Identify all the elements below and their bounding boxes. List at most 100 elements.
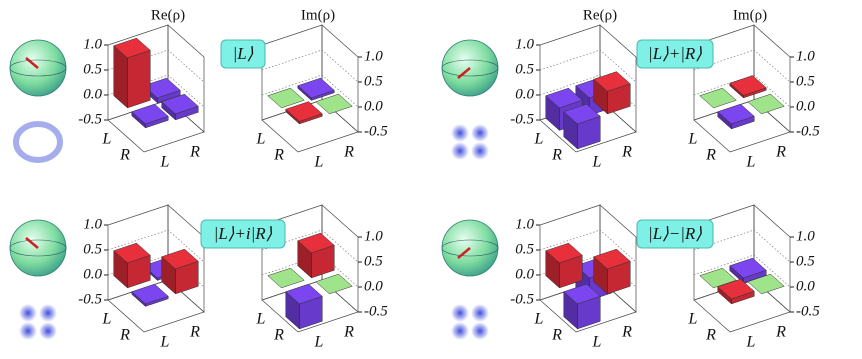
shade: [299, 296, 323, 329]
grid-line: [693, 229, 791, 263]
state-box: [636, 219, 714, 249]
bar-top: [729, 75, 767, 96]
shade: [545, 95, 560, 131]
row-label: L: [102, 131, 112, 148]
z-tick-label: 0.5: [796, 73, 815, 89]
bar: [131, 103, 169, 129]
grid-line: [261, 204, 359, 238]
z-tick-label: 0.0: [515, 266, 534, 282]
row-label: R: [273, 147, 284, 164]
bar-top: [113, 242, 151, 264]
grid-line: [539, 49, 637, 83]
beam-spot: [471, 124, 489, 142]
shade: [161, 101, 176, 120]
beam: [13, 121, 63, 163]
bar-top: [545, 242, 583, 264]
bar-top: [131, 283, 169, 305]
bar: [297, 232, 335, 279]
bar: [729, 257, 767, 284]
grid-line: [693, 24, 791, 58]
chart-title: Im(ρ): [301, 7, 335, 23]
chart-title: Re(ρ): [583, 7, 617, 23]
state-arrow: [25, 57, 39, 69]
bar-top: [131, 103, 169, 125]
z-tick-label: 1.0: [796, 48, 815, 64]
row-label: L: [102, 311, 112, 328]
z-tick-label: 0.0: [796, 278, 815, 294]
beam-spot: [471, 322, 489, 340]
beam-spot: [451, 142, 469, 160]
chart-title: Re(ρ): [151, 7, 185, 23]
row-label: R: [273, 327, 284, 344]
wall: [693, 24, 755, 121]
bar-top: [747, 93, 785, 115]
z-tick-label: 0.5: [515, 241, 534, 257]
col-label: L: [746, 334, 756, 351]
col-label: L: [592, 154, 602, 171]
state-label: |L⟩: [233, 44, 254, 63]
bar: [267, 87, 305, 109]
shade: [717, 286, 732, 304]
state-box: [220, 39, 266, 69]
beam-spot: [39, 322, 57, 340]
bar-top: [563, 283, 601, 305]
bar-top: [563, 103, 601, 125]
bar: [285, 101, 323, 125]
col-label: R: [343, 324, 354, 341]
grid-line: [693, 254, 791, 288]
bar-top: [729, 257, 767, 279]
shade: [297, 85, 312, 101]
col-label: R: [189, 324, 200, 341]
bar: [563, 103, 601, 150]
bar-top: [285, 101, 323, 122]
bar: [267, 267, 305, 289]
shade: [175, 261, 199, 294]
shade: [593, 79, 608, 114]
bar-top: [113, 37, 151, 59]
z-tick-label: 1.0: [364, 228, 383, 244]
z-tick-label: -0.5: [796, 303, 820, 319]
bar-top: [315, 273, 353, 295]
beam-spot: [471, 304, 489, 322]
shade: [113, 45, 128, 108]
grid-line: [693, 204, 791, 238]
bar: [717, 103, 755, 130]
bar-top: [699, 87, 737, 109]
bar: [113, 37, 151, 109]
sphere-equator: [9, 239, 67, 257]
shade: [607, 261, 631, 294]
grid-line: [539, 229, 637, 263]
shade: [731, 116, 755, 129]
shade: [743, 270, 767, 283]
grid-line: [693, 49, 791, 83]
grid-line: [107, 204, 205, 238]
bar: [131, 283, 169, 307]
sphere-equator: [9, 59, 67, 77]
col-label: L: [160, 154, 170, 171]
bar: [315, 273, 353, 295]
z-tick-label: 1.0: [364, 48, 383, 64]
chart-title: Im(ρ): [733, 7, 767, 23]
col-label: R: [775, 144, 786, 161]
z-tick-label: 0.5: [364, 253, 383, 269]
z-tick-label: 0.0: [515, 86, 534, 102]
bar: [315, 93, 353, 115]
z-tick-label: 0.0: [83, 86, 102, 102]
shade: [127, 255, 151, 288]
shade: [577, 296, 601, 329]
bar-top: [285, 283, 323, 305]
shade: [743, 87, 767, 98]
shade: [145, 116, 169, 128]
col-label: L: [314, 334, 324, 351]
col-label: R: [621, 144, 632, 161]
z-tick-label: -0.5: [364, 303, 388, 319]
bar: [161, 248, 199, 295]
z-tick-label: 1.0: [83, 216, 102, 232]
grid-line: [693, 74, 791, 108]
state-label: |L⟩+i|R⟩: [214, 224, 273, 243]
shade: [607, 83, 631, 114]
row-label: R: [551, 147, 562, 164]
col-label: L: [160, 334, 170, 351]
state-label: |L⟩−|R⟩: [648, 224, 702, 243]
shade: [131, 291, 146, 307]
